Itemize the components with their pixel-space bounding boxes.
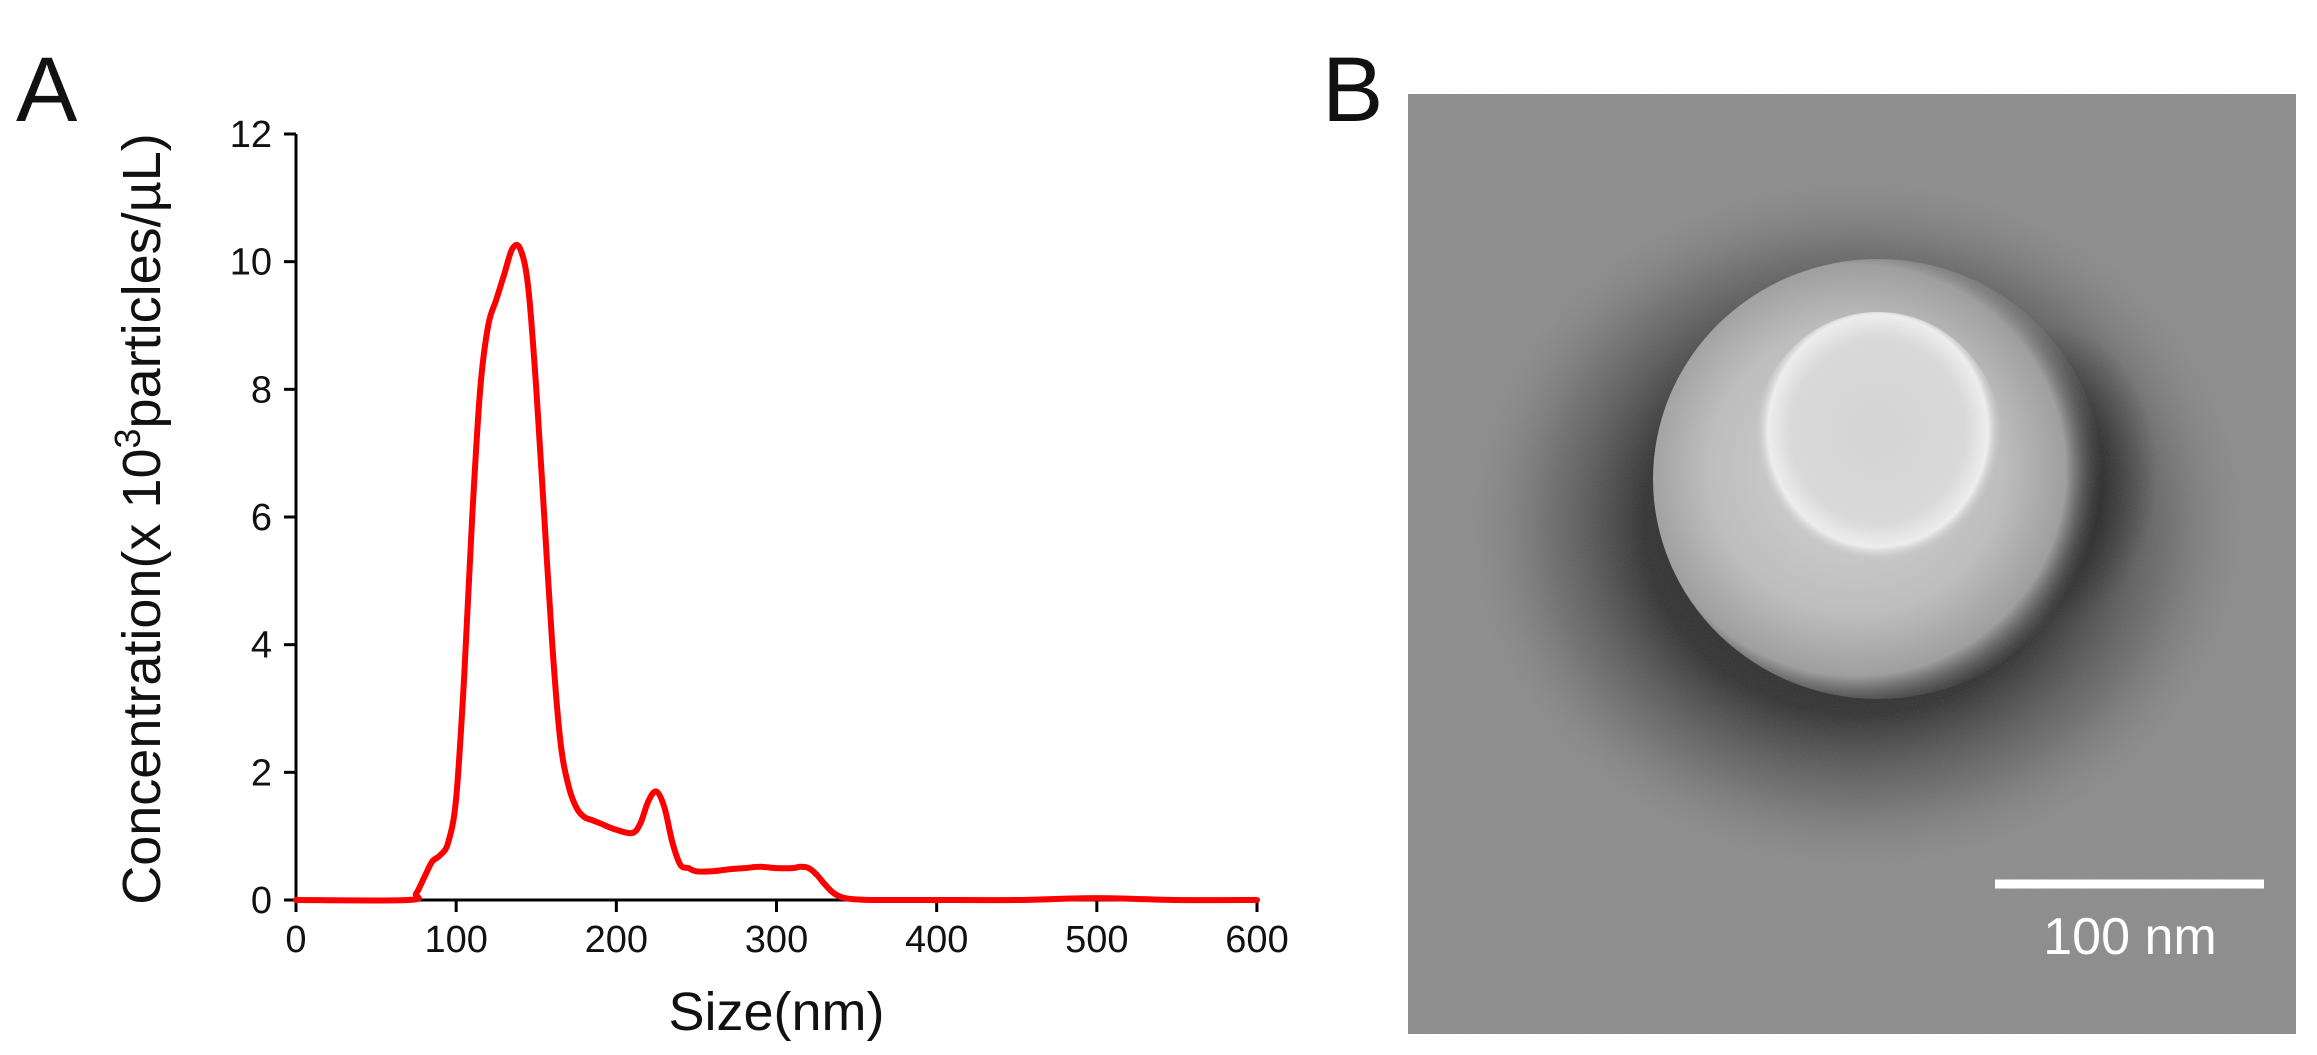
y-tick-label: 0 <box>251 880 272 922</box>
ticks: 0 100 200 300 400 500 600 0 2 4 6 8 10 12 <box>230 114 1289 961</box>
y-axis-title-superscript: 3 <box>107 428 148 448</box>
x-tick-label: 300 <box>745 919 808 961</box>
y-axis-title-main: Concentration(x 10 <box>112 448 172 904</box>
series-line-concentration <box>293 241 1260 904</box>
panel-label-a: A <box>16 39 78 141</box>
y-axis-title: Concentration(x 103particles/µL) <box>107 133 173 905</box>
y-tick-label: 8 <box>251 369 272 411</box>
axes <box>294 134 1257 902</box>
x-tick-label: 500 <box>1065 919 1128 961</box>
x-tick-label: 0 <box>285 919 306 961</box>
micrograph-grain <box>1408 94 2296 1034</box>
y-tick-label: 2 <box>251 752 272 794</box>
size-distribution-chart: 0 100 200 300 400 500 600 0 2 4 6 8 10 12 Size(nm) Co… <box>107 114 1289 1042</box>
tem-micrograph: 100 nm <box>1408 94 2296 1034</box>
x-tick-label: 200 <box>585 919 648 961</box>
y-axis-title-tail: particles/µL) <box>112 133 172 428</box>
y-tick-label: 12 <box>230 114 272 156</box>
x-axis-title: Size(nm) <box>668 982 884 1042</box>
x-tick-label: 400 <box>905 919 968 961</box>
y-tick-label: 4 <box>251 625 272 667</box>
x-tick-label: 100 <box>424 919 487 961</box>
scale-bar-label: 100 nm <box>2043 908 2216 966</box>
panel-label-b: B <box>1322 39 1384 141</box>
x-tick-label: 600 <box>1225 919 1288 961</box>
y-tick-label: 10 <box>230 242 272 284</box>
y-tick-label: 6 <box>251 497 272 539</box>
